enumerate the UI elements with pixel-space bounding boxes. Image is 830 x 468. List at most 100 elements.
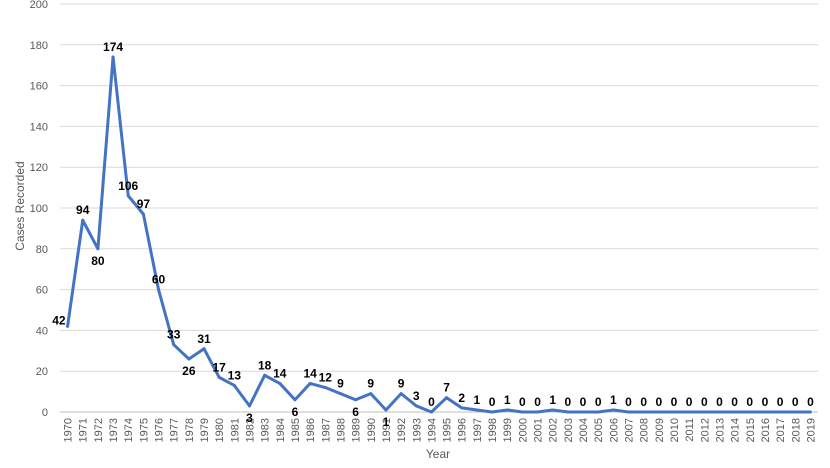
gridlines — [60, 3, 818, 413]
x-tick-label: 1971 — [78, 418, 90, 442]
x-tick-label: 2014 — [730, 418, 742, 442]
x-tick-label: 1989 — [351, 418, 363, 442]
data-point — [505, 408, 509, 412]
data-point — [536, 410, 540, 414]
y-axis-ticks: 0 20 40 60 80 100 120 140 160 180 200 — [30, 0, 48, 419]
x-tick-label: 2008 — [639, 418, 651, 442]
data-label: 14 — [303, 366, 317, 380]
data-point — [566, 410, 570, 414]
x-tick-label: 1996 — [457, 418, 469, 442]
x-axis-title: Year — [426, 447, 450, 461]
y-tick-label: 60 — [36, 285, 48, 297]
x-tick-label: 1992 — [396, 418, 408, 442]
data-label: 1 — [549, 393, 556, 407]
x-tick-label: 2010 — [669, 418, 681, 442]
data-point — [596, 410, 600, 414]
data-point — [126, 194, 130, 198]
data-point — [778, 410, 782, 414]
data-label: 9 — [367, 377, 374, 391]
x-tick-label: 1988 — [335, 418, 347, 442]
x-tick-label: 1991 — [381, 418, 393, 442]
x-tick-label: 1986 — [305, 418, 317, 442]
x-tick-label: 1983 — [260, 418, 272, 442]
data-label: 0 — [580, 395, 587, 409]
data-point — [793, 410, 797, 414]
data-label: 0 — [777, 395, 784, 409]
y-tick-label: 0 — [42, 407, 48, 419]
y-tick-label: 140 — [30, 121, 48, 133]
data-point — [66, 324, 70, 328]
data-point — [187, 357, 191, 361]
data-label: 1 — [504, 393, 511, 407]
x-tick-label: 1994 — [426, 418, 438, 442]
y-axis-title: Cases Recorded — [13, 161, 27, 250]
data-label: 17 — [213, 360, 227, 374]
data-point — [369, 392, 373, 396]
x-axis-ticks: 1970 1971 1972 1973 1974 1975 1976 1977 1978 1979… — [63, 418, 818, 442]
data-point — [551, 408, 555, 412]
y-tick-label: 200 — [30, 0, 48, 11]
x-tick-label: 2007 — [624, 418, 636, 442]
data-point — [733, 410, 737, 414]
x-tick-label: 2006 — [608, 418, 620, 442]
y-tick-label: 100 — [30, 203, 48, 215]
data-label: 1 — [474, 393, 481, 407]
x-tick-label: 2016 — [760, 418, 772, 442]
x-tick-label: 1990 — [366, 418, 378, 442]
y-tick-label: 20 — [36, 366, 48, 378]
data-points — [66, 55, 812, 414]
data-point — [338, 392, 342, 396]
data-point — [414, 404, 418, 408]
data-label: 0 — [595, 395, 602, 409]
x-tick-label: 2003 — [563, 418, 575, 442]
data-point — [81, 218, 85, 222]
data-point — [308, 381, 312, 385]
x-tick-label: 1980 — [214, 418, 226, 442]
data-label: 0 — [716, 395, 723, 409]
data-label: 13 — [228, 368, 242, 382]
data-point — [263, 373, 267, 377]
data-label: 3 — [246, 411, 253, 425]
x-tick-label: 1999 — [502, 418, 514, 442]
x-tick-label: 2019 — [805, 418, 817, 442]
data-label: 6 — [352, 405, 359, 419]
data-label: 0 — [686, 395, 693, 409]
data-label: 60 — [152, 273, 166, 287]
data-label: 3 — [413, 389, 420, 403]
data-label: 9 — [337, 377, 344, 391]
x-tick-label: 1995 — [442, 418, 454, 442]
data-point — [763, 410, 767, 414]
data-point — [520, 410, 524, 414]
data-label: 7 — [443, 381, 450, 395]
x-tick-label: 2013 — [714, 418, 726, 442]
data-point — [672, 410, 676, 414]
data-label: 0 — [489, 395, 496, 409]
data-point — [748, 410, 752, 414]
data-label: 174 — [103, 40, 123, 54]
data-label: 12 — [319, 371, 333, 385]
x-tick-label: 2000 — [517, 418, 529, 442]
y-tick-label: 80 — [36, 244, 48, 256]
x-tick-label: 1985 — [290, 418, 302, 442]
x-tick-label: 2015 — [745, 418, 757, 442]
data-point — [445, 396, 449, 400]
data-label: 42 — [52, 313, 66, 327]
x-tick-label: 1979 — [199, 418, 211, 442]
data-point — [202, 347, 206, 351]
y-tick-label: 180 — [30, 40, 48, 52]
x-tick-label: 1987 — [320, 418, 332, 442]
data-label: 0 — [519, 395, 526, 409]
data-point — [172, 343, 176, 347]
data-label: 2 — [458, 391, 465, 405]
data-label: 0 — [428, 395, 435, 409]
data-point — [717, 410, 721, 414]
data-label: 0 — [746, 395, 753, 409]
x-tick-label: 1972 — [93, 418, 105, 442]
x-tick-label: 1974 — [123, 418, 135, 442]
x-tick-label: 1976 — [154, 418, 166, 442]
data-point — [460, 406, 464, 410]
series-line — [66, 55, 811, 414]
data-label: 14 — [273, 366, 287, 380]
data-label: 0 — [671, 395, 678, 409]
